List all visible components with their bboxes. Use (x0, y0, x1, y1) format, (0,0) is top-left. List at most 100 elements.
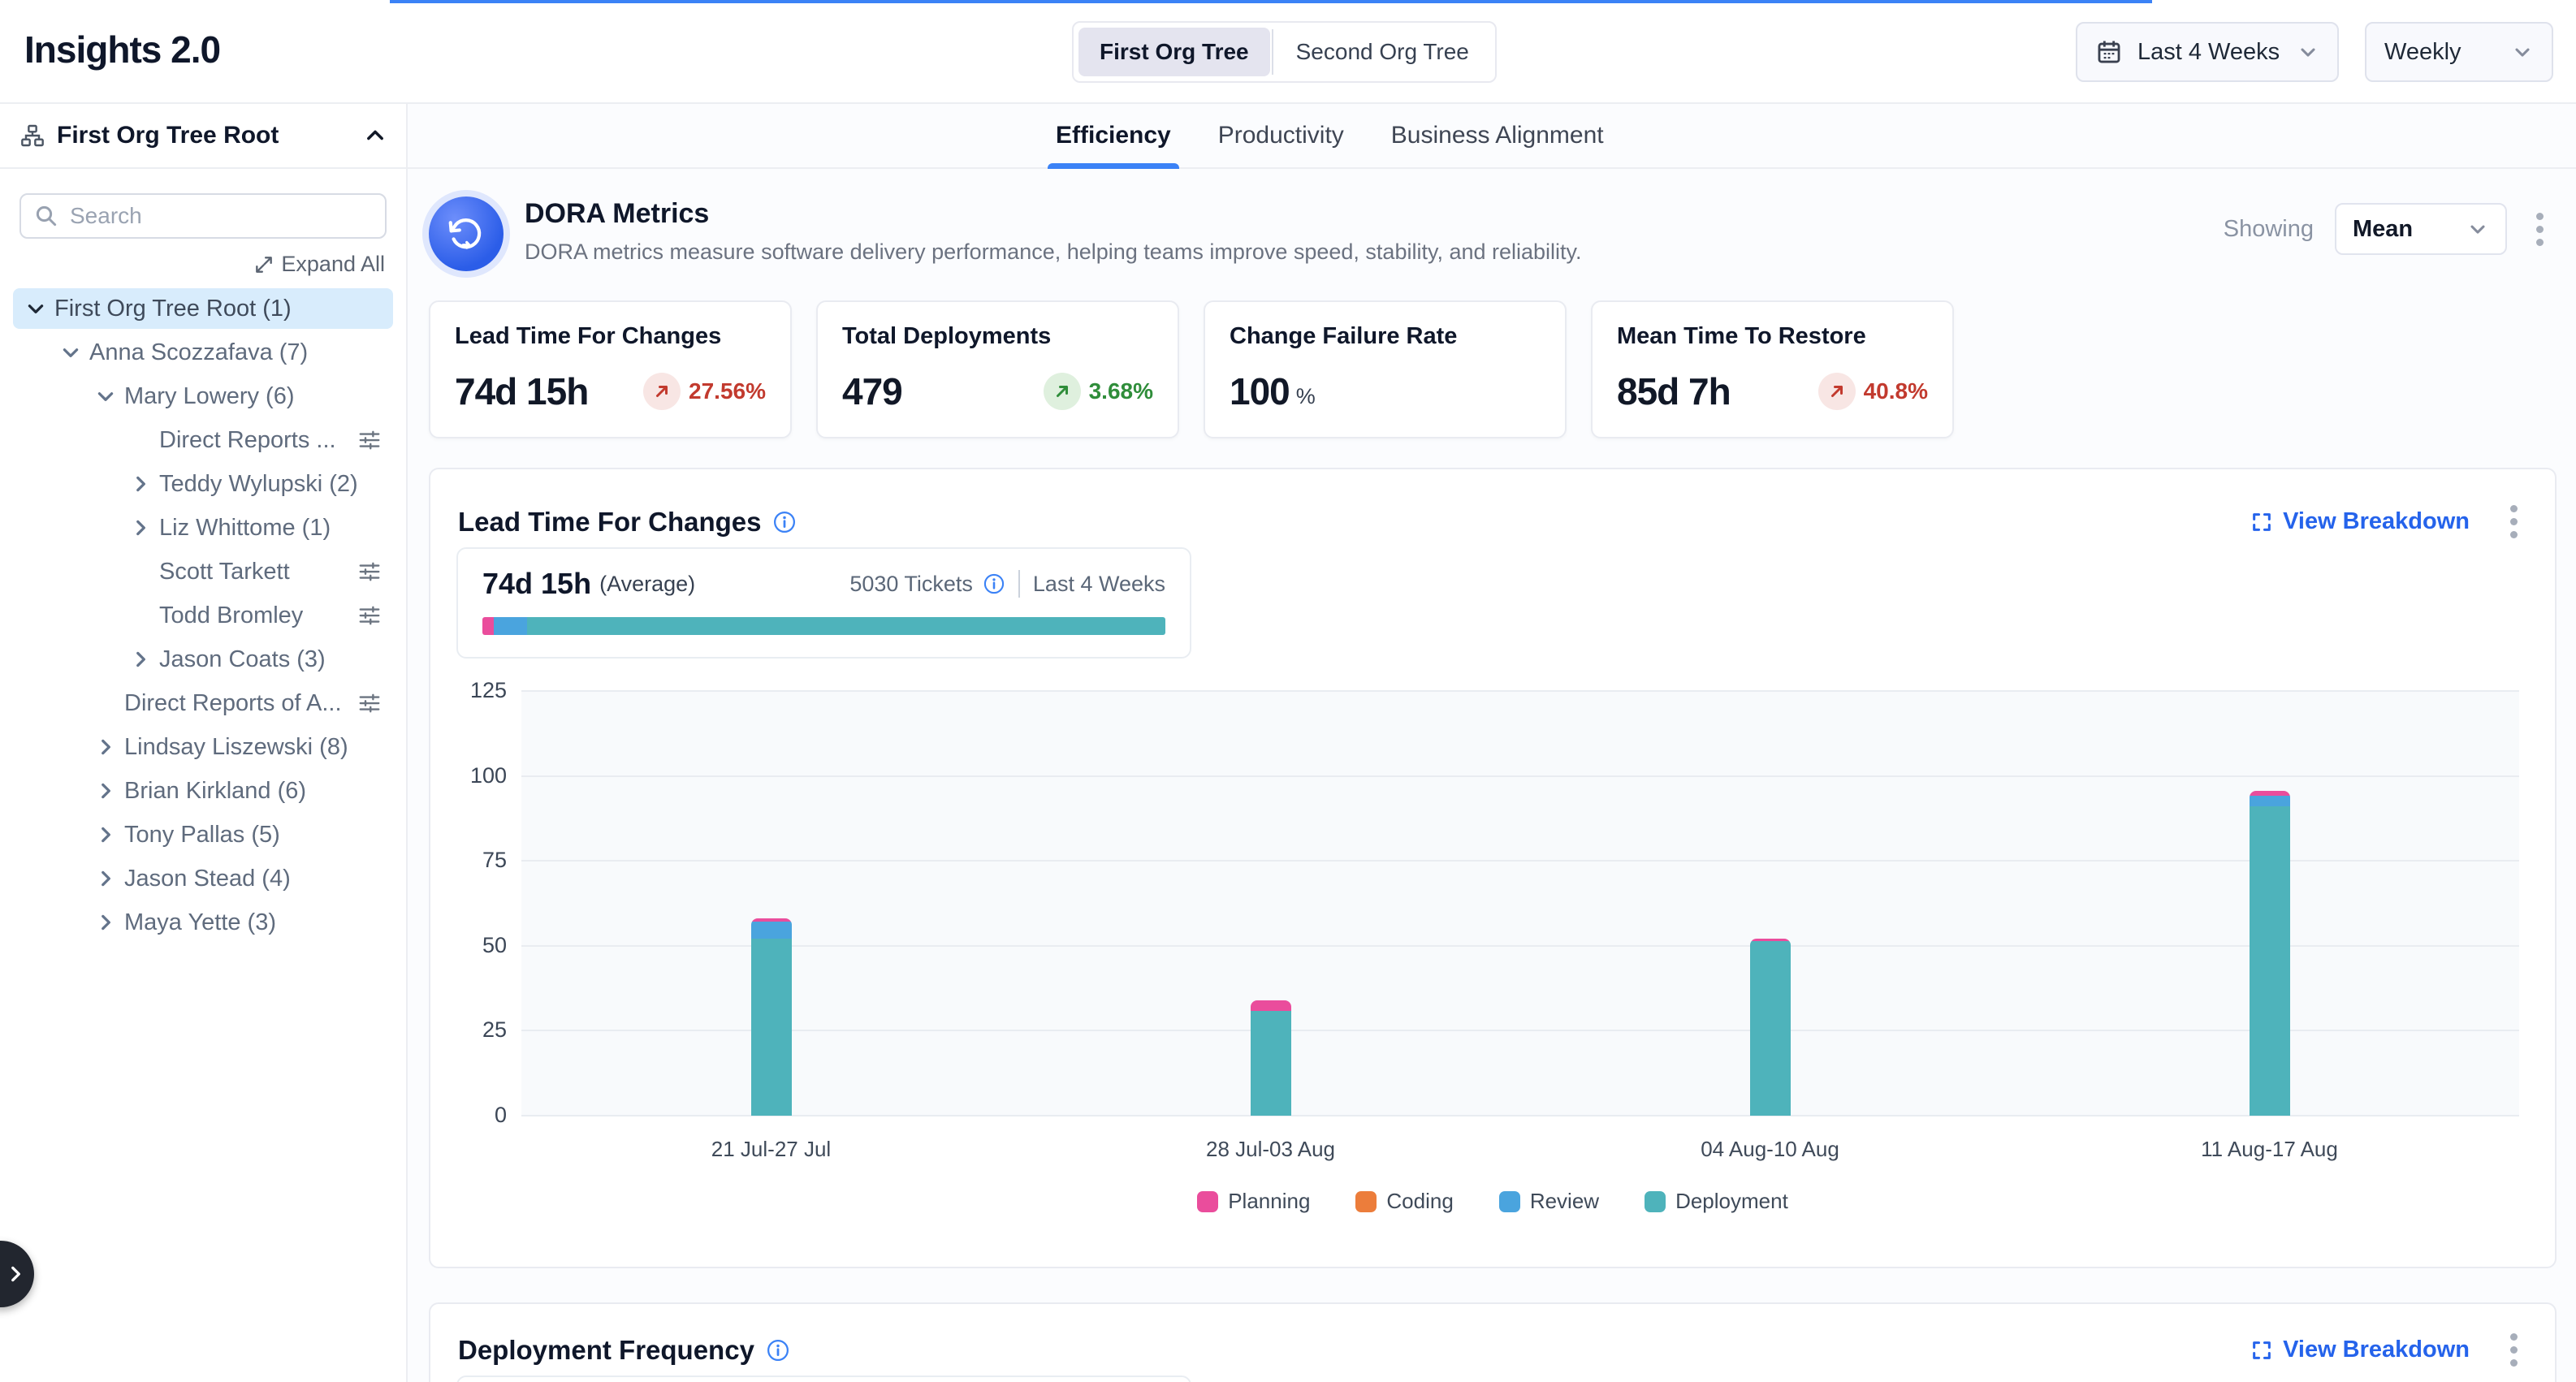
granularity-label: Weekly (2384, 39, 2461, 66)
chevron-down-icon[interactable] (93, 386, 118, 407)
chart-gridline (521, 860, 2519, 862)
progress-segment-planning (482, 617, 494, 635)
tree-item[interactable]: Jason Stead (4) (13, 858, 393, 899)
tree-item-label: Direct Reports of A... (124, 690, 342, 717)
filter-sliders-icon[interactable] (357, 428, 382, 452)
expand-corners-icon (2250, 1339, 2273, 1362)
search-input[interactable] (70, 203, 372, 229)
kebab-menu-icon[interactable] (2502, 1328, 2526, 1371)
range-label: Last 4 Weeks (1033, 572, 1165, 597)
view-breakdown-label: View Breakdown (2283, 508, 2470, 535)
chevron-right-icon[interactable] (128, 473, 153, 494)
chevron-down-icon[interactable] (58, 342, 83, 363)
tree-item[interactable]: Anna Scozzafava (7) (13, 332, 393, 373)
legend-item-planning: Planning (1197, 1189, 1310, 1214)
stat-card: Lead Time For Changes74d 15h27.56% (429, 300, 792, 438)
showing-label: Showing (2224, 216, 2314, 243)
org-tree-sidebar: First Org Tree Root Expand All First Org… (0, 104, 408, 1382)
filter-sliders-icon[interactable] (357, 559, 382, 584)
stat-card-value: 479 (842, 369, 902, 413)
dora-stat-cards: Lead Time For Changes74d 15h27.56%Total … (429, 300, 2557, 438)
view-breakdown-button[interactable]: View Breakdown (2250, 1337, 2470, 1363)
tree-item[interactable]: Maya Yette (3) (13, 902, 393, 943)
granularity-dropdown[interactable]: Weekly (2365, 22, 2553, 82)
legend-swatch (1645, 1191, 1666, 1212)
tree-item-label: Tony Pallas (5) (124, 822, 280, 849)
date-range-dropdown[interactable]: Last 4 Weeks (2076, 22, 2339, 82)
tab-efficiency[interactable]: Efficiency (1056, 104, 1171, 167)
deployment-average-box-partial (456, 1376, 1191, 1382)
filter-sliders-icon[interactable] (357, 691, 382, 715)
average-value: 74d 15h (482, 567, 591, 601)
info-icon[interactable] (983, 572, 1005, 595)
stat-card-title: Lead Time For Changes (455, 323, 766, 350)
tree-item[interactable]: Todd Bromley (13, 595, 393, 636)
info-icon[interactable] (766, 1338, 790, 1363)
chevron-right-icon[interactable] (93, 824, 118, 845)
toggle-divider (1272, 29, 1273, 75)
top-bar: Insights 2.0 First Org TreeSecond Org Tr… (0, 0, 2576, 104)
tree-item[interactable]: Jason Coats (3) (13, 639, 393, 680)
kebab-menu-icon[interactable] (2502, 500, 2526, 543)
chevron-right-icon[interactable] (93, 736, 118, 758)
info-icon[interactable] (772, 510, 797, 534)
chart-gridline (521, 775, 2519, 777)
tree-item[interactable]: Mary Lowery (6) (13, 376, 393, 417)
dora-metrics-header: DORA Metrics DORA metrics measure softwa… (429, 197, 2557, 271)
bar-segment-planning (1251, 1000, 1291, 1011)
stat-card-title: Mean Time To Restore (1617, 323, 1928, 350)
tree-item-label: Jason Stead (4) (124, 866, 291, 892)
bar-segment-deployment (2250, 806, 2290, 1116)
tree-item-label: First Org Tree Root (1) (54, 296, 292, 322)
bar-segment-deployment (1251, 1011, 1291, 1116)
chevron-right-icon[interactable] (93, 912, 118, 933)
stacked-bar[interactable] (751, 918, 792, 1116)
tree-item[interactable]: Lindsay Liszewski (8) (13, 727, 393, 767)
bar-segment-deployment (1750, 941, 1791, 1116)
filter-sliders-icon[interactable] (357, 603, 382, 628)
stat-card-value: 100 (1230, 369, 1290, 413)
tree-item[interactable]: Tony Pallas (5) (13, 814, 393, 855)
tab-business-alignment[interactable]: Business Alignment (1391, 104, 1604, 167)
showing-mean-dropdown[interactable]: Mean (2335, 203, 2507, 255)
kebab-menu-icon[interactable] (2528, 208, 2552, 251)
chevron-right-icon[interactable] (93, 780, 118, 801)
chevron-right-icon[interactable] (128, 517, 153, 538)
tree-item[interactable]: Liz Whittome (1) (13, 507, 393, 548)
progress-segment-deployment (527, 617, 1165, 635)
org-tree: First Org Tree Root (1) Anna Scozzafava (… (0, 288, 406, 943)
expand-all-button[interactable]: Expand All (19, 252, 385, 277)
lead-time-chart-plot (521, 691, 2519, 1116)
tree-item-label: Lindsay Liszewski (8) (124, 734, 348, 761)
tree-item[interactable]: Scott Tarkett (13, 551, 393, 592)
tabs-bar: Efficiency Productivity Business Alignment (408, 104, 2576, 169)
chevron-down-icon[interactable] (24, 298, 48, 319)
chevron-right-icon[interactable] (128, 649, 153, 670)
y-axis-tick: 100 (442, 763, 507, 788)
chevron-up-icon[interactable] (364, 124, 387, 147)
tree-item[interactable]: Brian Kirkland (6) (13, 771, 393, 811)
y-axis-tick: 50 (442, 933, 507, 958)
tree-item[interactable]: Direct Reports of A... (13, 683, 393, 723)
stacked-bar[interactable] (1251, 1000, 1291, 1116)
trend-badge: 40.8% (1818, 373, 1928, 410)
y-axis-tick: 125 (442, 678, 507, 703)
tree-item[interactable]: Direct Reports ... (13, 420, 393, 460)
expand-all-icon (253, 254, 274, 275)
stat-card-value-row: 100% (1230, 369, 1541, 413)
stacked-bar[interactable] (2250, 791, 2290, 1116)
tree-item[interactable]: Teddy Wylupski (2) (13, 464, 393, 504)
org-toggle-option-2[interactable]: Second Org Tree (1275, 28, 1490, 76)
divider (1018, 570, 1020, 598)
tab-productivity[interactable]: Productivity (1218, 104, 1344, 167)
legend-swatch (1499, 1191, 1520, 1212)
legend-label: Review (1530, 1189, 1599, 1214)
sidebar-header[interactable]: First Org Tree Root (0, 104, 406, 169)
org-toggle-option-1[interactable]: First Org Tree (1078, 28, 1270, 76)
view-breakdown-button[interactable]: View Breakdown (2250, 508, 2470, 535)
tree-item[interactable]: First Org Tree Root (1) (13, 288, 393, 329)
lead-time-average-box: 74d 15h (Average) 5030 Tickets Last (456, 547, 1191, 659)
bar-segment-review (751, 922, 792, 939)
chevron-right-icon[interactable] (93, 868, 118, 889)
stacked-bar[interactable] (1750, 939, 1791, 1116)
